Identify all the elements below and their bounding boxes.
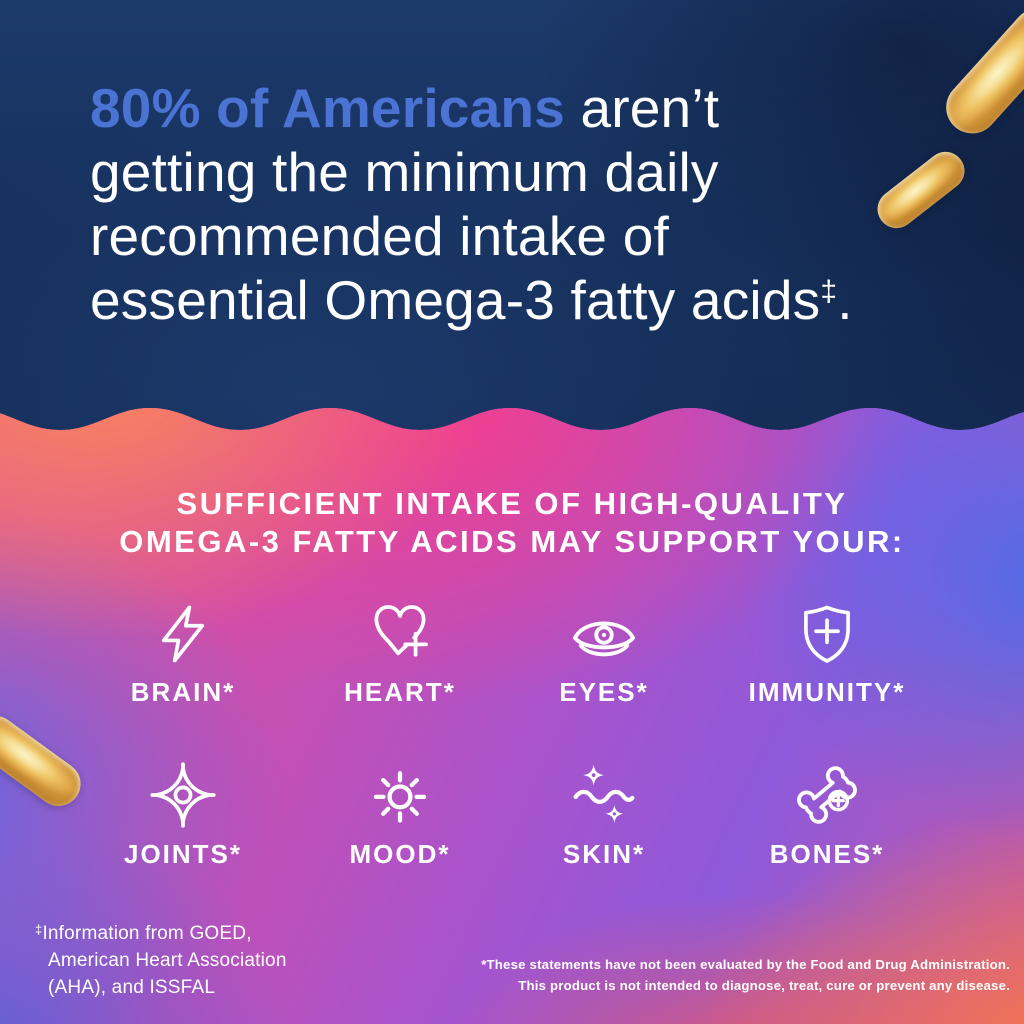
benefit-label: MOOD*	[349, 839, 451, 869]
shield-plus-icon	[794, 597, 860, 667]
headline-line-2: getting the minimum daily	[90, 141, 719, 203]
source-footnote: ‡Information from GOED, American Heart A…	[34, 920, 287, 1001]
footnote-line: American Heart Association	[48, 950, 287, 971]
benefit-label: BONES*	[769, 839, 885, 869]
sun-icon	[366, 759, 434, 829]
stat-section-background	[0, 0, 1024, 440]
lightning-bolt-icon	[150, 597, 216, 667]
stat-headline: 80% of Americans aren’t getting the mini…	[90, 76, 950, 332]
disclaimer-line: This product is not intended to diagnose…	[518, 977, 1010, 993]
heart-plus-icon	[366, 597, 434, 667]
footnote-line: ‡Information from GOED,	[35, 922, 252, 944]
double-dagger-marker: ‡	[820, 275, 838, 308]
benefit-brain: BRAIN*	[63, 597, 303, 708]
benefit-joints: JOINTS*	[63, 759, 303, 870]
benefit-label: EYES*	[559, 677, 649, 707]
benefit-mood: MOOD*	[280, 759, 520, 870]
benefit-eyes: EYES*	[484, 597, 724, 708]
benefit-label: IMMUNITY*	[748, 677, 906, 707]
fda-disclaimer: *These statements have not been evaluate…	[370, 955, 1010, 996]
double-dagger-marker: ‡	[35, 922, 43, 937]
footnote-line: (AHA), and ISSFAL	[48, 977, 216, 998]
benefit-label: HEART*	[344, 677, 456, 707]
eye-icon	[569, 597, 639, 667]
headline-highlight: 80% of Americans	[90, 77, 565, 139]
bone-plus-icon	[793, 759, 861, 829]
benefit-skin: SKIN*	[484, 759, 724, 870]
benefit-label: SKIN*	[562, 839, 646, 869]
benefit-heart: HEART*	[280, 597, 520, 708]
sparkle-star-icon	[149, 759, 217, 829]
benefit-label: BRAIN*	[130, 677, 236, 707]
waves-sparkles-icon	[570, 759, 638, 829]
benefit-bones: BONES*	[707, 759, 947, 870]
headline-line-4: essential Omega-3 fatty acids‡.	[90, 269, 853, 331]
benefits-heading: SUFFICIENT INTAKE OF HIGH-QUALITY OMEGA-…	[119, 486, 905, 559]
headline-line-3: recommended intake of	[90, 205, 669, 267]
headline-line-1: 80% of Americans aren’t	[90, 77, 720, 139]
benefits-panel: SUFFICIENT INTAKE OF HIGH-QUALITY OMEGA-…	[0, 405, 1024, 1024]
benefit-immunity: IMMUNITY*	[707, 597, 947, 708]
benefit-label: JOINTS*	[123, 839, 243, 869]
disclaimer-line: *These statements have not been evaluate…	[481, 957, 1010, 972]
